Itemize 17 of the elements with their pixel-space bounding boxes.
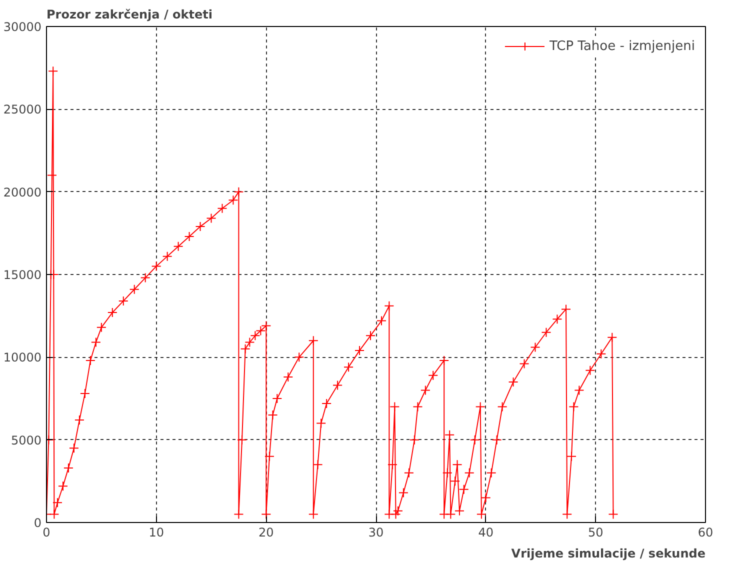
y-tick-label: 25000: [3, 102, 42, 117]
y-tick-label: 30000: [3, 20, 42, 34]
x-tick-label: 10: [148, 526, 164, 540]
x-tick-label: 30: [368, 526, 384, 540]
y-tick-label: 5000: [10, 433, 42, 448]
x-tick-label: 50: [588, 526, 604, 540]
x-tick-label: 20: [258, 526, 274, 540]
y-tick-label: 0: [34, 516, 42, 530]
y-tick-label: 10000: [3, 350, 42, 365]
y-axis-title: Prozor zakrčenja / okteti: [46, 8, 212, 22]
y-tick-label: 15000: [3, 268, 42, 282]
x-axis-title: Vrijeme simulacije / sekunde: [511, 546, 706, 560]
x-tick-label: 60: [698, 526, 714, 540]
x-tick-label: 40: [478, 526, 494, 540]
legend-label: TCP Tahoe - izmjenjeni: [549, 38, 695, 54]
x-tick-label: 0: [42, 526, 50, 540]
y-tick-label: 20000: [3, 185, 42, 200]
